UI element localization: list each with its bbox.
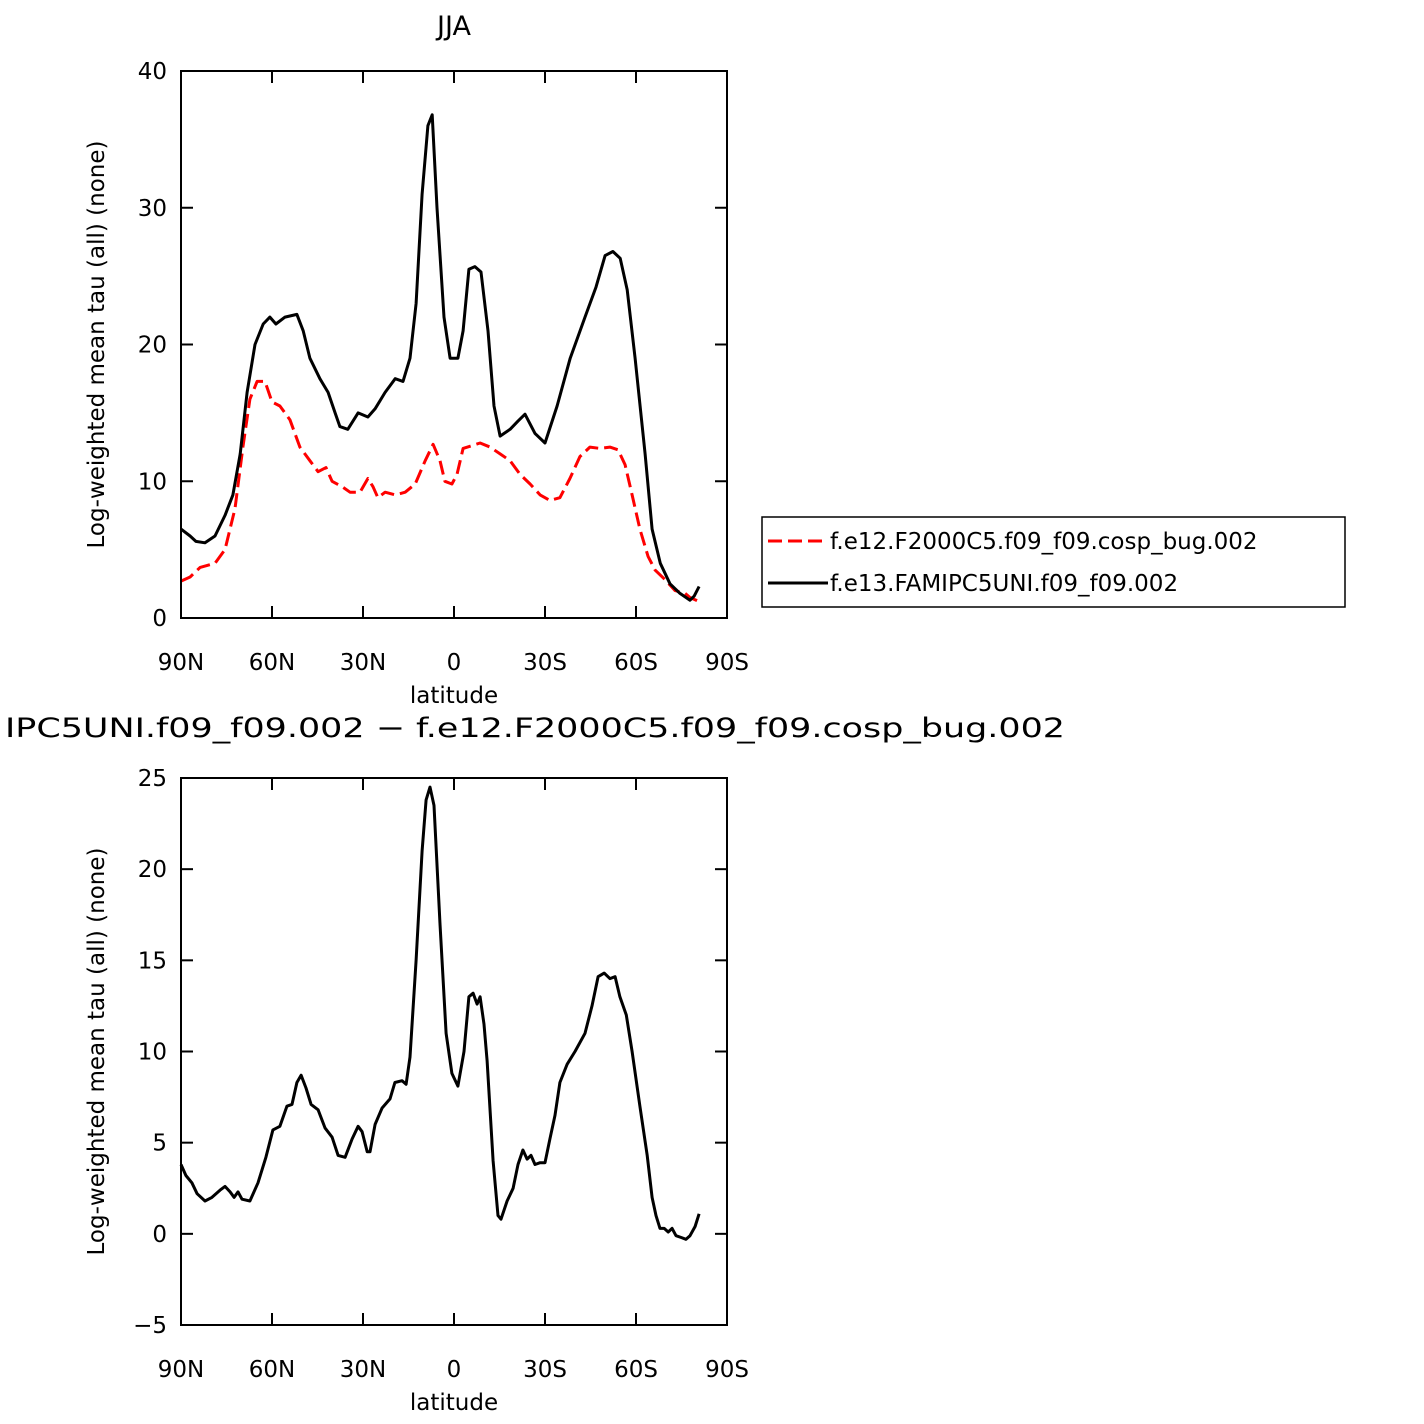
y-tick-label: 25 [138, 766, 167, 792]
y-axis-label: Log-weighted mean tau (all) (none) [84, 141, 110, 549]
legend-label: f.e12.F2000C5.f09_f09.cosp_bug.002 [830, 529, 1258, 555]
x-tick-label: 0 [447, 1357, 462, 1383]
y-tick-label: 0 [152, 1222, 167, 1248]
legend-label: f.e13.FAMIPC5UNI.f09_f09.002 [830, 571, 1178, 597]
y-tick-label: 30 [138, 196, 167, 222]
x-tick-label: 60S [614, 1357, 658, 1383]
y-tick-label: 10 [138, 469, 167, 495]
x-axis-label: latitude [410, 1390, 498, 1416]
x-tick-label: 60N [249, 650, 295, 676]
x-tick-label: 60N [249, 1357, 295, 1383]
legend-box [761, 516, 1346, 608]
x-tick-label: 30S [523, 1357, 567, 1383]
y-tick-label: −5 [133, 1313, 167, 1339]
y-tick-label: 20 [138, 857, 167, 883]
y-tick-label: 10 [138, 1040, 167, 1066]
y-tick-label: 0 [152, 606, 167, 632]
x-tick-label: 30S [523, 650, 567, 676]
data-line [179, 785, 701, 1241]
chart-title: IPC5UNI.f09_f09.002 − f.e12.F2000C5.f09_… [5, 713, 1065, 744]
x-axis-label: latitude [410, 683, 498, 709]
chart-title: JJA [435, 11, 471, 42]
data-line [180, 379, 700, 603]
y-tick-label: 20 [138, 333, 167, 359]
x-tick-label: 0 [447, 650, 462, 676]
plot-frame [180, 70, 728, 619]
y-axis-label: Log-weighted mean tau (all) (none) [84, 848, 110, 1256]
y-tick-label: 5 [152, 1131, 167, 1157]
x-tick-label: 90S [705, 1357, 749, 1383]
plot-frame [180, 777, 728, 1326]
x-tick-label: 90N [158, 650, 204, 676]
x-tick-label: 90S [705, 650, 749, 676]
x-tick-label: 30N [340, 650, 386, 676]
x-tick-label: 30N [340, 1357, 386, 1383]
x-tick-label: 90N [158, 1357, 204, 1383]
y-tick-label: 15 [138, 948, 167, 974]
y-tick-label: 40 [138, 59, 167, 85]
x-tick-label: 60S [614, 650, 658, 676]
data-line [180, 113, 701, 602]
